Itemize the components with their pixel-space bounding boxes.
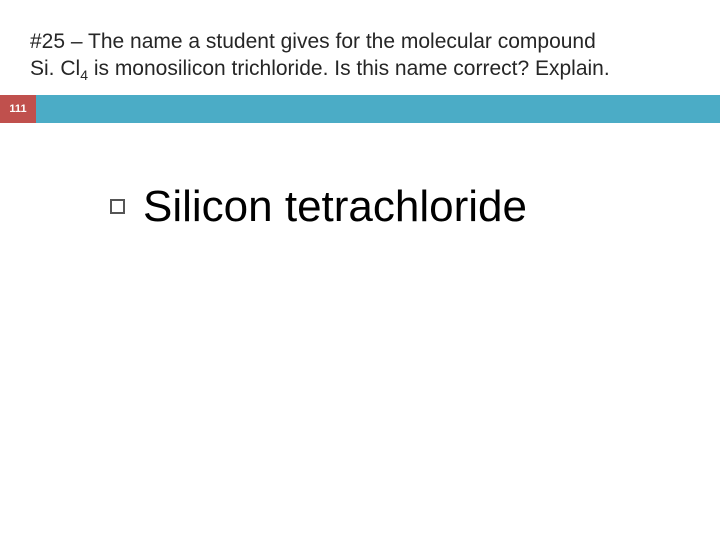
- title-line2-post: is monosilicon trichloride. Is this name…: [88, 57, 610, 80]
- title-line2-sub: 4: [80, 67, 88, 83]
- accent-bar-row: 111: [0, 95, 720, 123]
- answer-text: Silicon tetrachloride: [143, 183, 527, 231]
- bullet-square-icon: [110, 199, 125, 214]
- slide-title-area: #25 – The name a student gives for the m…: [0, 0, 720, 95]
- title-line1: #25 – The name a student gives for the m…: [30, 30, 596, 53]
- slide-number: 111: [9, 103, 26, 115]
- accent-bar: [36, 95, 720, 123]
- slide-title: #25 – The name a student gives for the m…: [30, 28, 690, 85]
- content-area: Silicon tetrachloride: [0, 123, 720, 261]
- title-line2-pre: Si. Cl: [30, 57, 80, 80]
- slide-number-box: 111: [0, 95, 36, 123]
